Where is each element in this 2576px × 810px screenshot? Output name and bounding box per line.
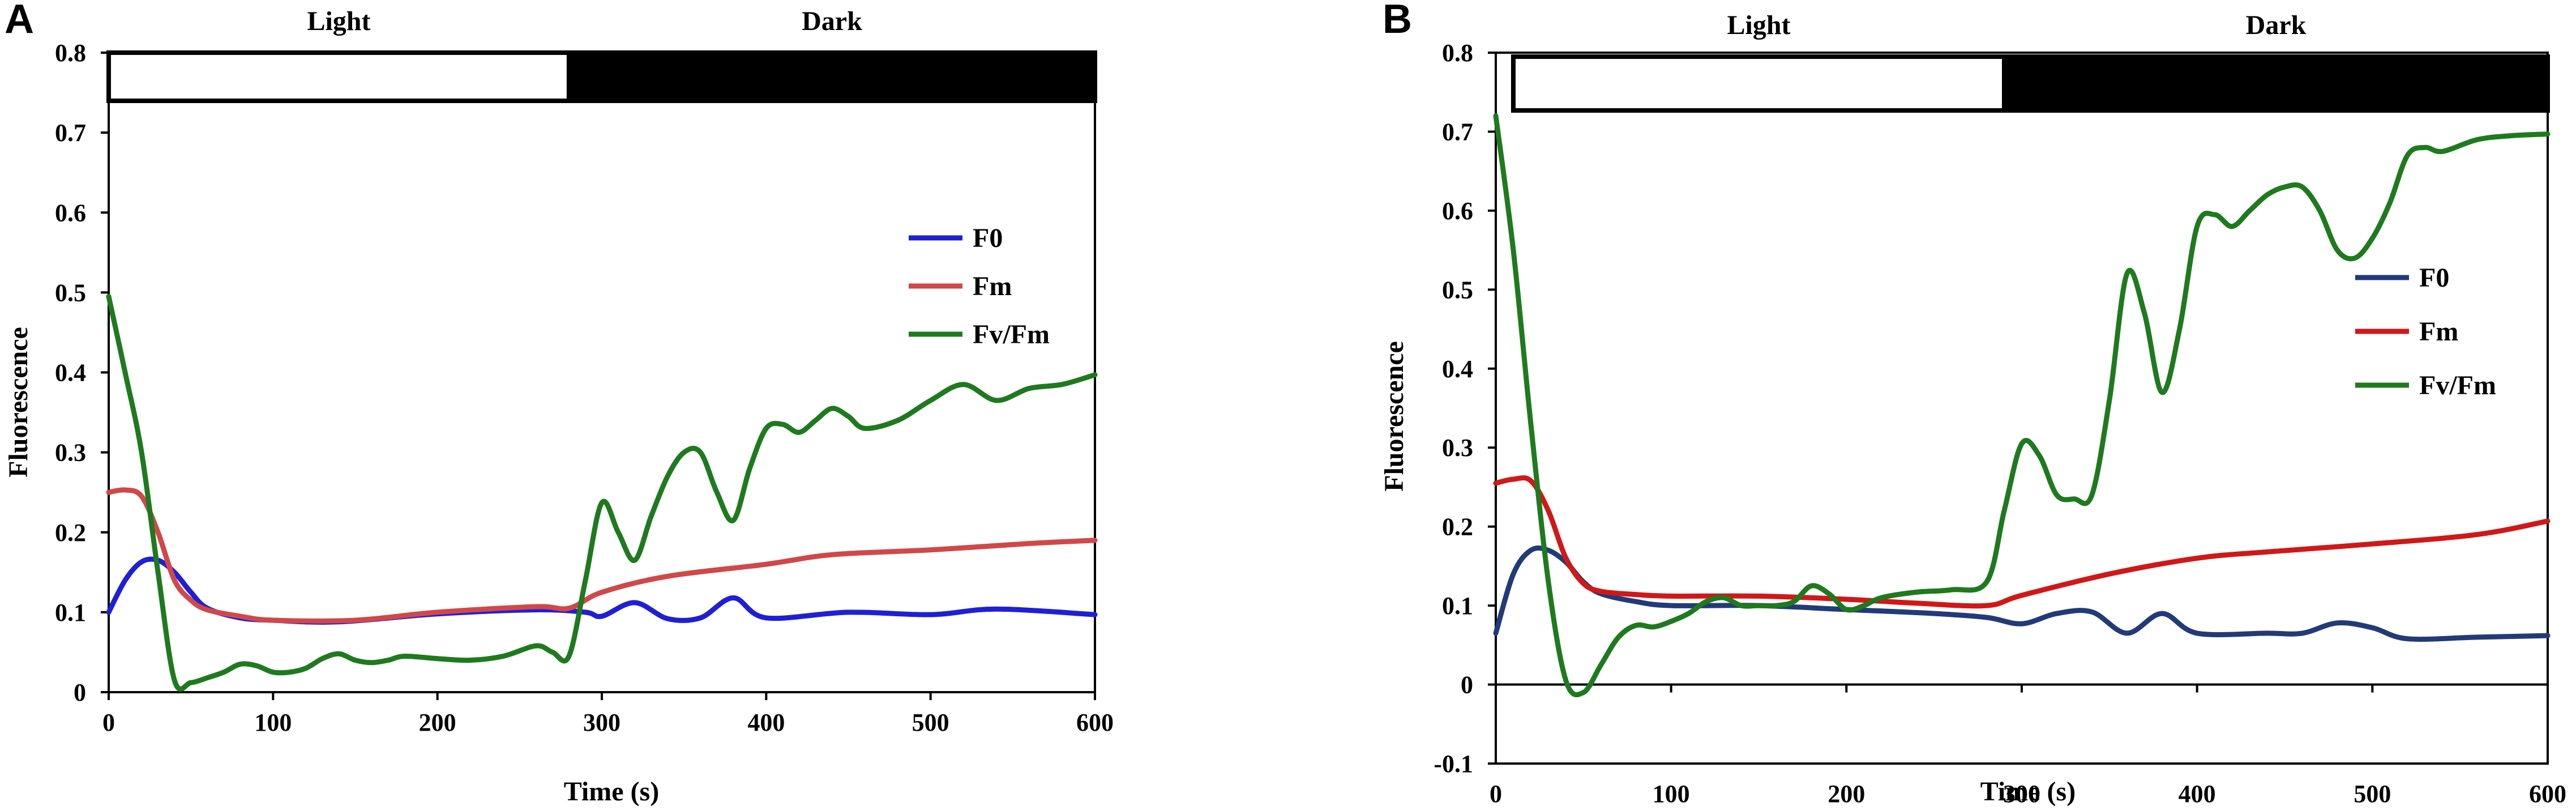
panel-b-y-tick-label: 0.6 [1442, 197, 1473, 225]
panel-b-period-dark-bar [2002, 54, 2551, 113]
panel-a-y-tick-label: 0.4 [55, 359, 86, 387]
panel-b-period-dark-label: Dark [2246, 10, 2307, 40]
panel-b-y-tick-label: 0.1 [1442, 592, 1473, 620]
panel-b-x-axis-title: Time (s) [1980, 777, 2076, 807]
panel-b-y-tick-label: 0.2 [1442, 513, 1473, 541]
panel-a-y-tick-label: 0.8 [55, 39, 86, 67]
panel-a-x-tick-label: 400 [747, 709, 785, 736]
panel-a-legend-label-f0: F0 [973, 223, 1003, 253]
panel-a-legend-label-fv-fm: Fv/Fm [973, 319, 1050, 349]
panel-a-y-tick-label: 0.5 [55, 279, 86, 306]
panel-b-x-tick-label: 400 [2179, 780, 2216, 808]
panel-a-y-tick-label: 0.6 [55, 199, 86, 227]
panel-a-y-tick-label: 0.1 [55, 599, 86, 626]
panel-a-x-tick-label: 0 [102, 709, 115, 736]
panel-b-y-tick-label: -0.1 [1434, 750, 1473, 778]
panel-a-y-tick-label: 0.7 [55, 119, 86, 147]
panel-b-y-tick-label: 0.4 [1442, 355, 1473, 383]
panel-b-x-tick-label: 600 [2529, 780, 2566, 808]
panel-b-legend-label-fm: Fm [2419, 317, 2458, 347]
panel-a-x-axis-title: Time (s) [564, 777, 659, 807]
panel-b-y-tick-label: 0.8 [1442, 39, 1473, 67]
panel-b-x-tick-label: 100 [1653, 780, 1690, 808]
panel-a-period-dark-bar [566, 50, 1097, 103]
panel-b-y-tick-label: 0 [1461, 671, 1473, 699]
panel-b-x-tick-label: 300 [2003, 780, 2040, 808]
panel-a-y-tick-label: 0 [74, 679, 86, 706]
panel-a-x-tick-label: 200 [419, 709, 456, 736]
panel-a-y-tick-label: 0.3 [55, 439, 86, 467]
panel-b-x-tick-label: 200 [1828, 780, 1865, 808]
panel-b-legend-label-f0: F0 [2419, 263, 2449, 293]
panel-a-legend-label-fm: Fm [973, 271, 1012, 301]
panel-b-y-tick-label: 0.3 [1442, 434, 1473, 462]
panel-a-period-dark-label: Dark [802, 6, 862, 36]
panel-a-chart: A Time (s) Fluorescence Light Dark 0 0.1 0.2… [3, 0, 1114, 807]
panel-a-x-tick-label: 600 [1076, 709, 1114, 736]
panel-a-period-light-bar [106, 50, 571, 103]
panel-b-series-fv-fm-line [1493, 113, 2551, 697]
panel-b-y-tick-label: 0.7 [1442, 118, 1473, 146]
panel-b-y-tick-label: 0.5 [1442, 276, 1473, 304]
panel-b-chart: B Time (s) Fluorescence Light Dark -0.1 0 0.… [1379, 0, 2566, 808]
panel-b-y-axis-title: Fluorescence [1379, 341, 1409, 492]
panel-b-x-tick-label: 0 [1490, 780, 1502, 808]
panel-a-x-tick-label: 300 [583, 709, 621, 736]
panel-b-period-light-bar [1510, 54, 2007, 113]
panel-b-period-light-label: Light [1727, 10, 1790, 40]
panel-a-x-tick-label: 100 [254, 709, 292, 736]
panel-b-series-fm-line [1493, 475, 2551, 609]
panel-b-legend-label-fv-fm: Fv/Fm [2419, 370, 2496, 400]
panel-a-period-light-label: Light [307, 6, 370, 36]
panel-a-x-tick-label: 500 [912, 709, 949, 736]
panel-b-plot-frame [1495, 52, 2549, 765]
panel-b-x-tick-label: 500 [2354, 780, 2391, 808]
panel-a-series-fv-fm-line [106, 293, 1098, 692]
panel-a-y-axis-title: Fluorescence [3, 327, 33, 478]
panel-a-series-fm-line [106, 487, 1098, 624]
panel-a-label: A [5, 0, 34, 42]
panel-b-label: B [1383, 0, 1412, 42]
panel-a-y-tick-label: 0.2 [55, 519, 86, 547]
